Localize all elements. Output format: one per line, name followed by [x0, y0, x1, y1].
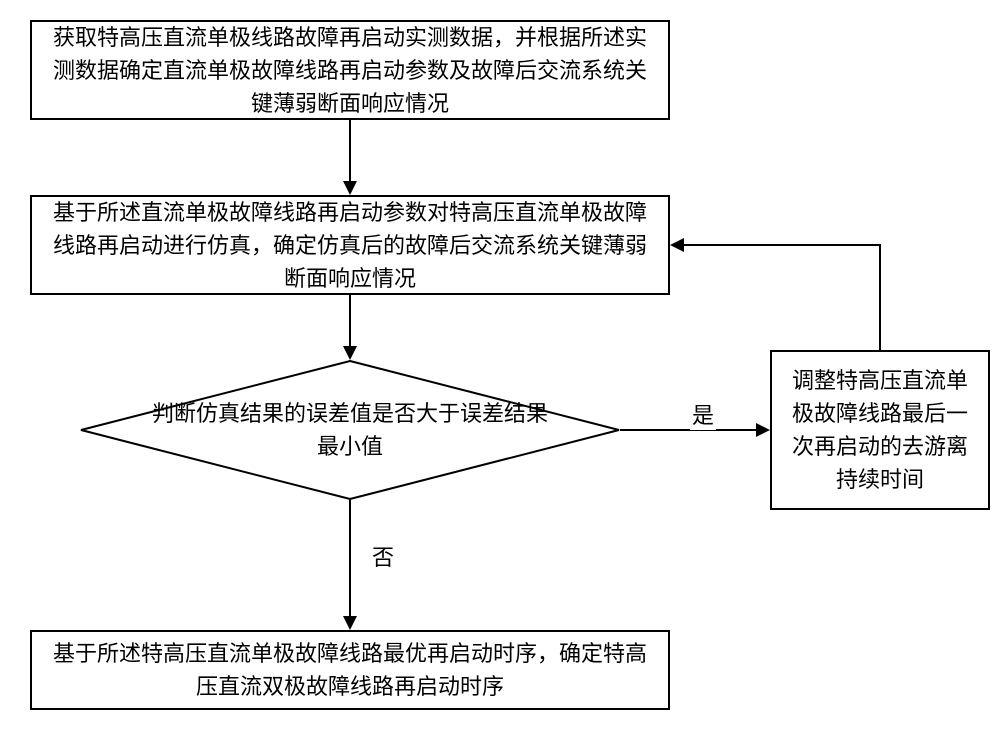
- flow-box-3-text: 调整特高压直流单极故障线路最后一次再启动的去游离持续时间: [782, 364, 978, 496]
- arrow-d1-b3-head: [756, 423, 770, 437]
- flow-box-2: 基于所述直流单极故障线路再启动参数对特高压直流单极故障线路再启动进行仿真，确定仿…: [30, 195, 670, 295]
- flow-box-3: 调整特高压直流单极故障线路最后一次再启动的去游离持续时间: [770, 350, 990, 510]
- arrow-d1-b3: [620, 429, 758, 431]
- arrow-b1-b2: [349, 120, 351, 182]
- flow-box-2-text: 基于所述直流单极故障线路再启动参数对特高压直流单极故障线路再启动进行仿真，确定仿…: [46, 196, 654, 295]
- flow-box-1-text: 获取特高压直流单极线路故障再启动实测数据，并根据所述实测数据确定直流单极故障线路…: [46, 21, 654, 120]
- label-no: 否: [370, 540, 396, 572]
- arrow-d1-b4: [349, 500, 351, 617]
- arrow-d1-b4-head: [343, 616, 357, 630]
- arrow-b3-b2-v: [879, 245, 881, 350]
- flow-decision-text: 判断仿真结果的误差值是否大于误差结果最小值: [150, 397, 550, 463]
- label-yes: 是: [690, 398, 716, 430]
- arrow-b2-d1-head: [343, 346, 357, 360]
- arrow-b3-b2-head: [670, 238, 684, 252]
- arrow-b3-b2-h: [684, 244, 881, 246]
- arrow-b1-b2-head: [343, 181, 357, 195]
- flow-box-4: 基于所述特高压直流单极故障线路最优再启动时序，确定特高压直流双极故障线路再启动时…: [30, 630, 670, 710]
- flow-box-1: 获取特高压直流单极线路故障再启动实测数据，并根据所述实测数据确定直流单极故障线路…: [30, 20, 670, 120]
- flow-box-4-text: 基于所述特高压直流单极故障线路最优再启动时序，确定特高压直流双极故障线路再启动时…: [46, 637, 654, 703]
- arrow-b2-d1: [349, 295, 351, 347]
- flow-decision: 判断仿真结果的误差值是否大于误差结果最小值: [80, 360, 620, 500]
